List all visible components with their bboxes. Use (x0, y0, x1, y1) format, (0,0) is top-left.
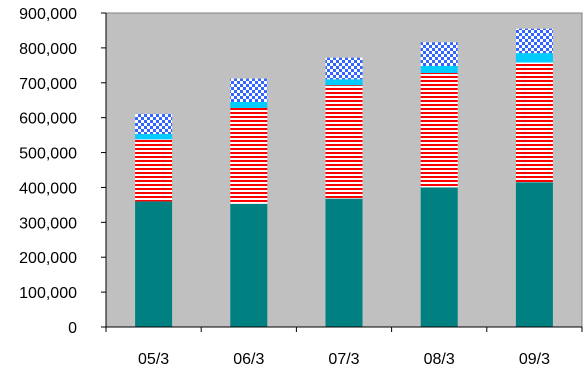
x-tick-label: 05/3 (138, 351, 169, 368)
x-tick-label: 09/3 (519, 351, 550, 368)
bar-segment-5-3 (515, 53, 553, 63)
bar-segment-2-1 (230, 203, 268, 327)
bar-segment-3-1 (325, 198, 363, 327)
bar-segment-5-4 (515, 28, 553, 54)
y-tick-label: 800,000 (19, 41, 77, 58)
y-tick-label: 100,000 (19, 285, 77, 302)
bar-segment-1-1 (135, 201, 173, 327)
bar-segment-2-2 (230, 107, 268, 204)
bar-segment-3-3 (325, 79, 363, 86)
bar-segment-5-2 (515, 62, 553, 183)
y-tick-label: 400,000 (19, 180, 77, 197)
y-tick-label: 500,000 (19, 146, 77, 163)
y-tick-label: 0 (68, 320, 77, 337)
bar-segment-2-4 (230, 78, 268, 102)
x-tick-label: 06/3 (233, 351, 264, 368)
bar-segment-1-2 (135, 139, 173, 202)
bar-segment-1-4 (135, 113, 173, 134)
y-axis: 0 100,000 200,000 300,000 400,000 500,000 600,… (19, 6, 107, 337)
bar-segment-3-2 (325, 85, 363, 199)
bar-segment-4-2 (420, 73, 458, 188)
bar-segment-5-1 (515, 182, 553, 327)
y-tick-label: 700,000 (19, 76, 77, 93)
bar-segment-2-3 (230, 102, 268, 108)
bars-group (135, 28, 553, 327)
x-tick-label: 07/3 (328, 351, 359, 368)
bar-segment-1-3 (135, 134, 173, 140)
y-tick-label: 200,000 (19, 250, 77, 267)
x-tick-label: 08/3 (424, 351, 455, 368)
bar-segment-3-4 (325, 57, 363, 80)
y-tick-label: 600,000 (19, 111, 77, 128)
bar-segment-4-1 (420, 187, 458, 327)
x-axis: 05/3 06/3 07/3 08/3 09/3 (105, 326, 583, 368)
y-tick-label: 900,000 (19, 6, 77, 23)
bar-segment-4-3 (420, 66, 458, 73)
bar-segment-4-4 (420, 42, 458, 66)
y-tick-label: 300,000 (19, 215, 77, 232)
